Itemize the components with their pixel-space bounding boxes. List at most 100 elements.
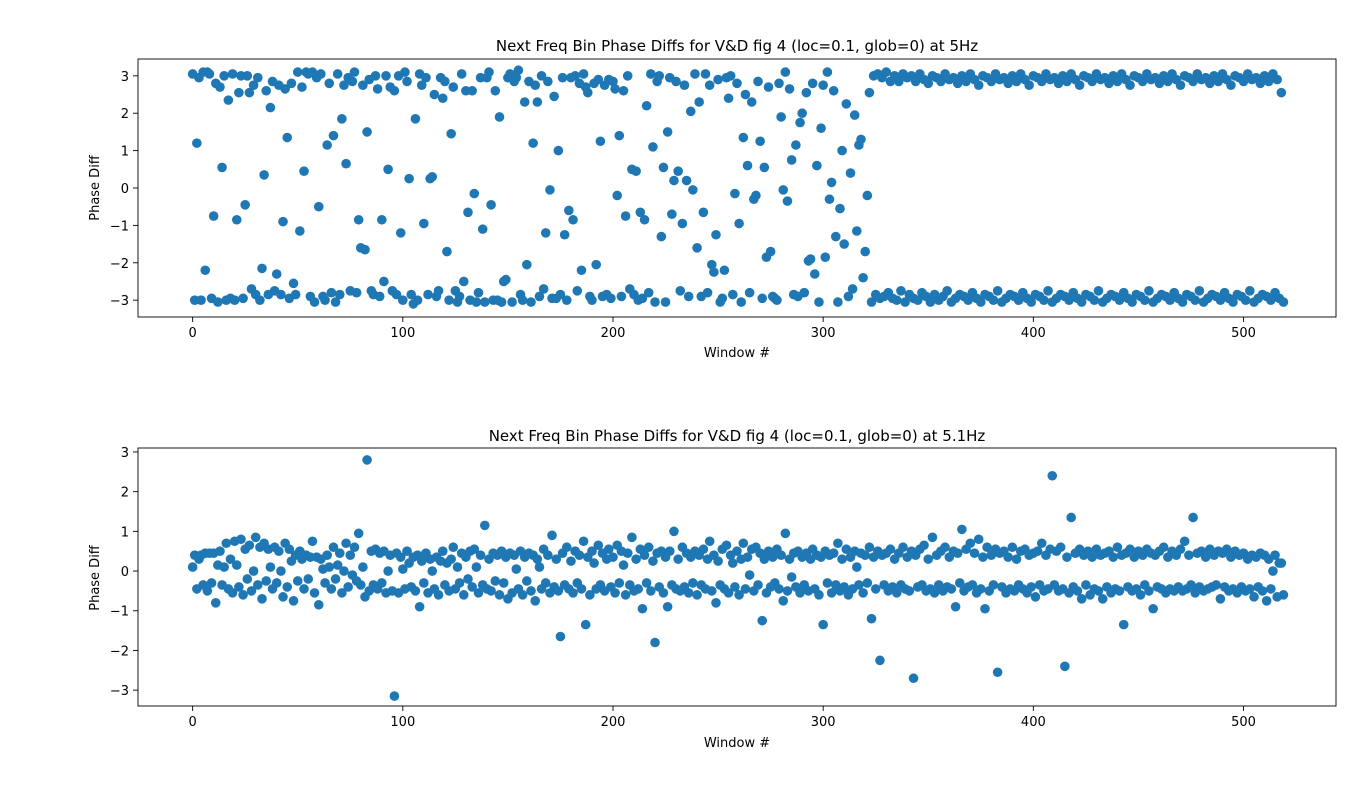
bottom-chart-data-point <box>650 637 660 648</box>
bottom-chart-y-tick-label: 0 <box>121 565 129 580</box>
top-chart-title: Next Freq Bin Phase Diffs for V&D fig 4 … <box>496 37 978 55</box>
top-chart-data-point <box>1272 74 1282 85</box>
bottom-chart-data-point <box>1114 586 1125 596</box>
bottom-chart-data-point <box>1032 546 1043 556</box>
bottom-chart-data-point <box>1257 586 1268 596</box>
bottom-chart-data-point <box>574 550 585 560</box>
top-chart-data-point <box>963 295 973 305</box>
top-chart-data-point <box>618 85 629 96</box>
bottom-chart-data-point <box>206 578 217 588</box>
bottom-chart-data-point <box>1266 584 1276 594</box>
top-chart-x-tick-label: 300 <box>811 326 836 341</box>
top-chart-data-point <box>648 142 658 152</box>
bottom-chart-data-point <box>973 534 984 545</box>
bottom-chart-data-point <box>1268 566 1278 576</box>
bottom-chart-data-point <box>782 586 793 596</box>
bottom-chart-data-point <box>1036 538 1047 549</box>
top-chart-data-point <box>677 218 688 229</box>
top-chart-data-point <box>299 166 309 176</box>
bottom-chart-data-point <box>467 582 477 592</box>
top-chart-data-point <box>606 293 616 304</box>
top-chart-data-point <box>513 65 524 76</box>
top-chart-data-point <box>534 291 545 302</box>
bottom-chart-data-point <box>1087 552 1097 562</box>
top-chart-data-point <box>1064 295 1074 305</box>
bottom-chart-data-point <box>322 550 332 560</box>
top-chart-data-point <box>711 229 721 240</box>
top-chart-data-point <box>227 69 238 79</box>
bottom-chart-x-tick-label: 0 <box>189 715 197 730</box>
top-chart-data-point <box>643 287 654 298</box>
top-chart-data-point <box>1163 76 1173 87</box>
top-chart-data-point <box>843 291 854 302</box>
bottom-chart-data-point <box>568 588 578 598</box>
top-chart-data-point <box>667 209 677 219</box>
bottom-chart-data-point <box>940 542 950 553</box>
bottom-chart-data-point <box>875 655 885 666</box>
bottom-chart-data-point <box>446 554 456 564</box>
bottom-chart-ticks: 0 100 200 300 400 500 −3 −2 −1 0 1 2 3 <box>110 446 1256 730</box>
bottom-chart-y-tick-label: −1 <box>110 605 129 620</box>
top-chart-data-point <box>858 272 868 283</box>
bottom-chart-data-point <box>278 592 288 602</box>
top-chart-data-point <box>1215 295 1226 305</box>
top-chart-data-point <box>816 123 826 133</box>
top-chart-data-point <box>1013 295 1024 305</box>
top-chart-data-point <box>1165 295 1175 305</box>
top-chart-data-point <box>252 72 263 83</box>
bottom-chart-data-point <box>282 582 293 592</box>
top-chart-data-point <box>353 214 364 225</box>
top-chart-data-point <box>923 78 934 89</box>
bottom-chart-data-point <box>377 578 387 588</box>
bottom-chart-data-point <box>219 562 229 572</box>
top-chart-data-point <box>582 87 593 98</box>
bottom-chart-data-point <box>841 544 852 555</box>
top-chart-data-point <box>568 214 578 225</box>
bottom-chart-data-point <box>320 578 330 588</box>
top-chart-data-point <box>1003 78 1013 89</box>
top-chart-data-point <box>797 108 807 119</box>
top-chart-data-point <box>370 71 381 81</box>
bottom-chart-data-point <box>1148 603 1158 614</box>
top-chart-ticks: 0 100 200 300 400 500 −3 −2 −1 0 1 2 3 <box>110 70 1256 341</box>
bottom-chart-data-point <box>1215 594 1226 604</box>
bottom-chart-data-point <box>734 590 744 600</box>
top-chart-data-point <box>612 190 622 201</box>
top-chart-data-point <box>1194 286 1205 296</box>
top-chart-data-point <box>383 164 393 175</box>
bottom-chart-title: Next Freq Bin Phase Diffs for V&D fig 4 … <box>489 427 986 445</box>
top-chart-data-point <box>1175 80 1186 90</box>
bottom-chart-data-point <box>774 584 784 594</box>
top-chart-data-point <box>1043 286 1053 296</box>
bottom-chart-data-point <box>1062 552 1072 562</box>
bottom-chart-data-point <box>511 564 522 574</box>
bottom-chart-data-point <box>1158 542 1169 553</box>
bottom-chart-data-point <box>299 584 309 594</box>
bottom-chart-data-point <box>221 538 232 549</box>
bottom-chart-data-point <box>250 532 261 543</box>
top-chart-data-point <box>683 291 694 302</box>
bottom-chart-data-point <box>402 546 412 556</box>
top-chart-data-point <box>561 295 572 305</box>
bottom-chart-data-point <box>210 598 221 608</box>
top-chart-data-point <box>646 69 656 79</box>
bottom-chart-data-point <box>202 586 213 596</box>
top-chart-data-point <box>620 211 631 221</box>
top-chart-data-point <box>774 78 784 89</box>
bottom-chart-data-point <box>631 554 641 564</box>
top-chart-data-point <box>805 254 816 264</box>
top-chart-data-point <box>786 155 797 165</box>
bottom-chart-data-point <box>965 538 976 549</box>
bottom-chart-data-point <box>780 528 791 539</box>
bottom-chart-data-point <box>328 542 339 553</box>
bottom-chart-data-point <box>738 538 749 549</box>
bottom-chart-data-point <box>713 556 723 566</box>
top-chart-data-point <box>1144 286 1154 296</box>
bottom-chart-data-point <box>1278 590 1289 600</box>
top-chart-data-point <box>713 74 723 85</box>
top-chart-data-point <box>845 168 856 178</box>
top-chart-x-axis-label: Window # <box>704 346 770 361</box>
top-chart-data-point <box>360 244 370 255</box>
top-chart-data-point <box>706 259 717 270</box>
